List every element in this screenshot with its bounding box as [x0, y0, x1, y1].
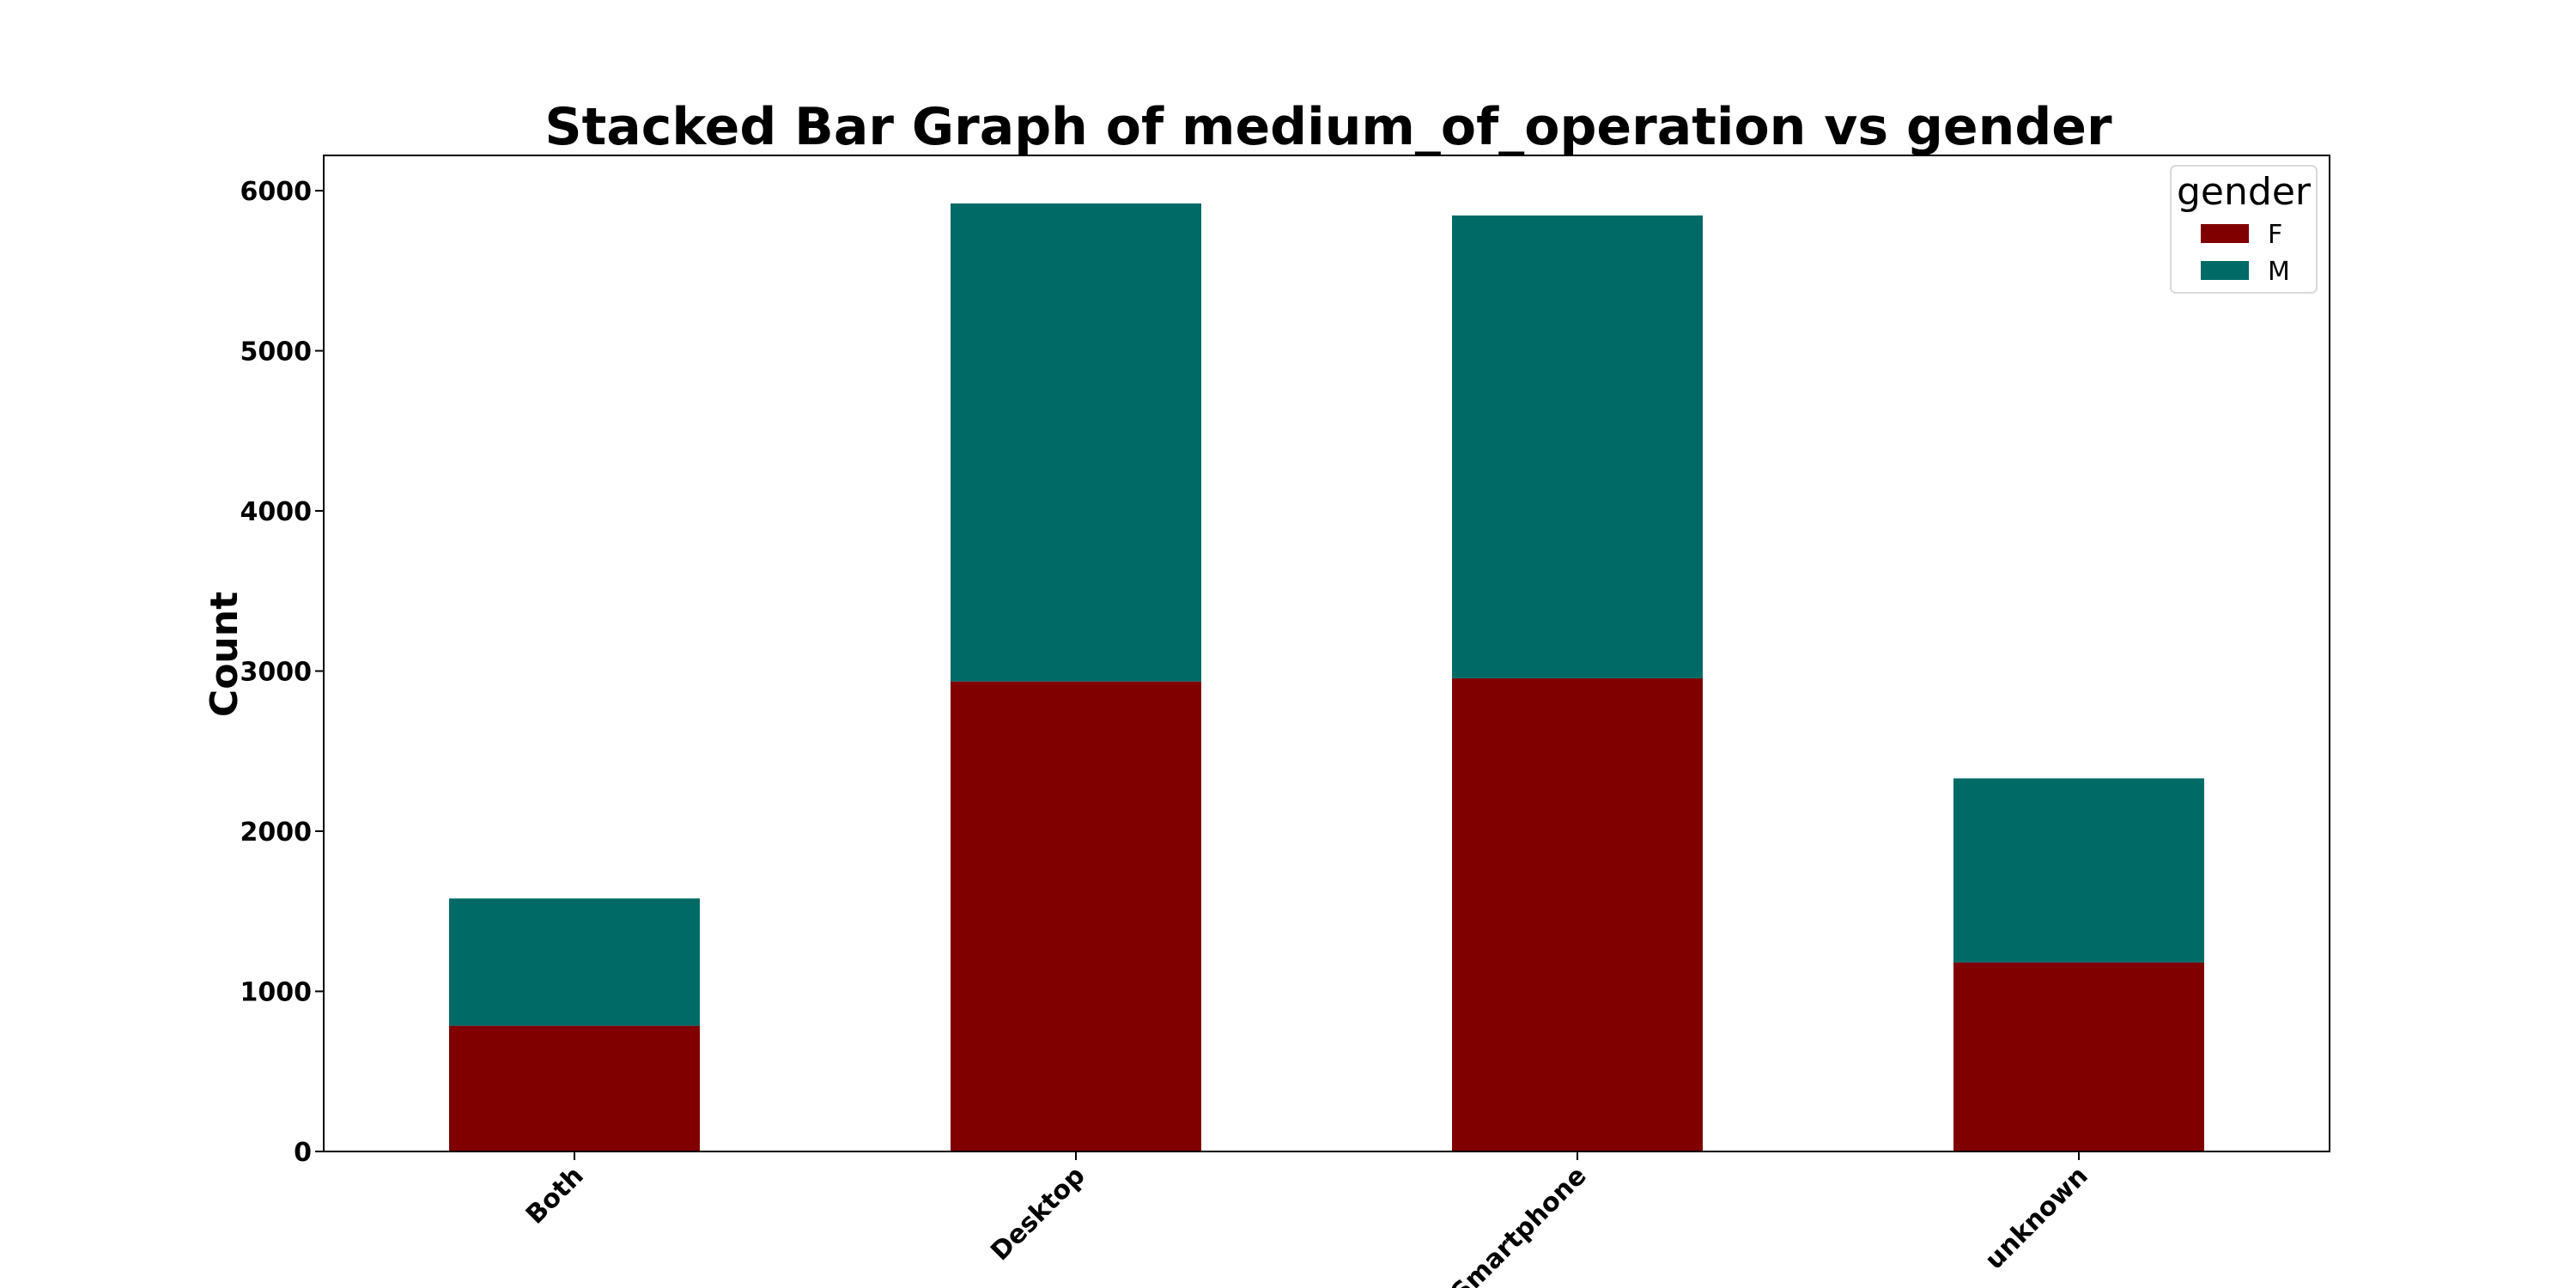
y-axis: 0 1000 2000 3000 4000 5000 6000	[240, 177, 324, 1168]
x-tick-label: Desktop	[985, 1161, 1091, 1267]
bar-both-f	[449, 1025, 700, 1151]
bar-unknown-f	[1953, 962, 2204, 1151]
legend-swatch-F	[2201, 224, 2249, 243]
y-tick-label: 0	[294, 1138, 312, 1168]
x-axis: Both Desktop Smartphone unknown	[520, 1151, 2094, 1288]
x-tick-label: unknown	[1979, 1161, 2093, 1275]
bars-layer	[449, 203, 2204, 1151]
y-tick-label: 1000	[240, 978, 313, 1008]
legend-title: gender	[2177, 170, 2312, 214]
bar-desktop-f	[951, 681, 1201, 1151]
y-tick-label: 4000	[240, 497, 313, 527]
y-tick-label: 6000	[240, 177, 313, 207]
bar-smartphone-m	[1452, 215, 1703, 678]
y-tick-label: 5000	[240, 337, 313, 368]
bar-unknown-m	[1953, 778, 2204, 963]
legend: gender F M	[2170, 165, 2318, 294]
x-tick-label: Smartphone	[1445, 1161, 1592, 1288]
bar-desktop-m	[951, 203, 1201, 682]
legend-swatch-M	[2201, 261, 2249, 280]
bar-smartphone-f	[1452, 677, 1703, 1151]
x-tick-label: Both	[520, 1161, 590, 1230]
bar-both-m	[449, 898, 700, 1026]
plot-frame	[323, 155, 2330, 1152]
y-tick-label: 2000	[240, 817, 313, 848]
legend-label-F: F	[2268, 220, 2282, 250]
y-axis-label: Count	[203, 592, 246, 717]
legend-label-M: M	[2268, 257, 2290, 287]
chart-title: Stacked Bar Graph of medium_of_operation…	[544, 97, 2112, 157]
y-tick-label: 3000	[240, 658, 313, 688]
